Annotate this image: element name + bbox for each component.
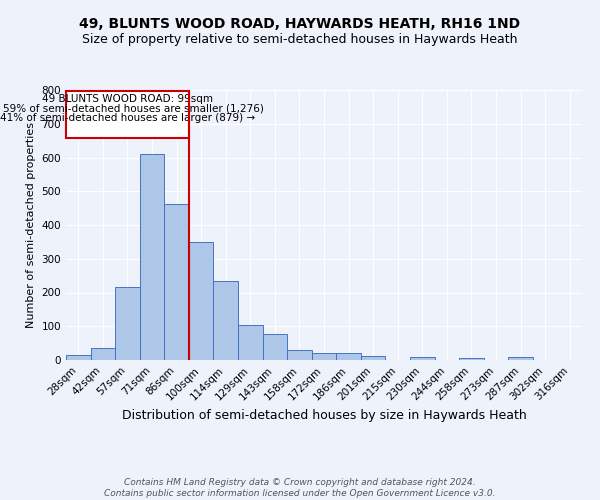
Bar xyxy=(508,357,533,360)
FancyBboxPatch shape xyxy=(66,90,189,138)
Bar xyxy=(214,282,238,360)
Bar xyxy=(140,154,164,360)
Bar xyxy=(263,334,287,360)
Y-axis label: Number of semi-detached properties: Number of semi-detached properties xyxy=(26,122,36,328)
Text: 41% of semi-detached houses are larger (879) →: 41% of semi-detached houses are larger (… xyxy=(0,112,255,122)
Bar xyxy=(91,348,115,360)
Bar xyxy=(189,242,214,360)
Bar xyxy=(287,350,312,360)
Text: 49 BLUNTS WOOD ROAD: 99sqm: 49 BLUNTS WOOD ROAD: 99sqm xyxy=(42,94,213,104)
X-axis label: Distribution of semi-detached houses by size in Haywards Heath: Distribution of semi-detached houses by … xyxy=(122,408,526,422)
Bar xyxy=(312,352,336,360)
Text: ← 59% of semi-detached houses are smaller (1,276): ← 59% of semi-detached houses are smalle… xyxy=(0,104,264,114)
Bar xyxy=(336,352,361,360)
Bar xyxy=(410,356,434,360)
Bar xyxy=(164,204,189,360)
Text: Size of property relative to semi-detached houses in Haywards Heath: Size of property relative to semi-detach… xyxy=(82,32,518,46)
Text: Contains HM Land Registry data © Crown copyright and database right 2024.
Contai: Contains HM Land Registry data © Crown c… xyxy=(104,478,496,498)
Text: 49, BLUNTS WOOD ROAD, HAYWARDS HEATH, RH16 1ND: 49, BLUNTS WOOD ROAD, HAYWARDS HEATH, RH… xyxy=(79,18,521,32)
Bar xyxy=(115,288,140,360)
Bar xyxy=(361,356,385,360)
Bar xyxy=(66,355,91,360)
Bar xyxy=(459,358,484,360)
Bar xyxy=(238,325,263,360)
